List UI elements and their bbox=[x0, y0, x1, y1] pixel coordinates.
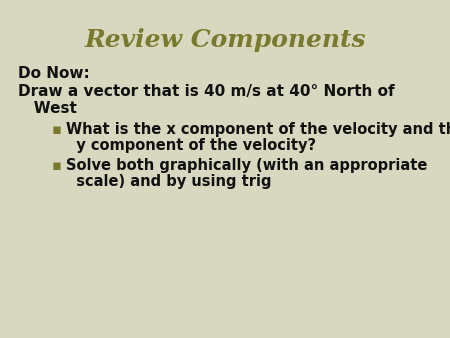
Text: Do Now:: Do Now: bbox=[18, 66, 90, 81]
Text: y component of the velocity?: y component of the velocity? bbox=[66, 138, 316, 153]
Text: ▪: ▪ bbox=[52, 158, 62, 173]
Text: scale) and by using trig: scale) and by using trig bbox=[66, 174, 271, 189]
Text: Solve both graphically (with an appropriate: Solve both graphically (with an appropri… bbox=[66, 158, 427, 173]
Text: ▪: ▪ bbox=[52, 122, 62, 137]
Text: West: West bbox=[18, 101, 77, 116]
Text: Review Components: Review Components bbox=[84, 28, 366, 52]
Text: Draw a vector that is 40 m/s at 40° North of: Draw a vector that is 40 m/s at 40° Nort… bbox=[18, 84, 395, 99]
Text: What is the x component of the velocity and the: What is the x component of the velocity … bbox=[66, 122, 450, 137]
